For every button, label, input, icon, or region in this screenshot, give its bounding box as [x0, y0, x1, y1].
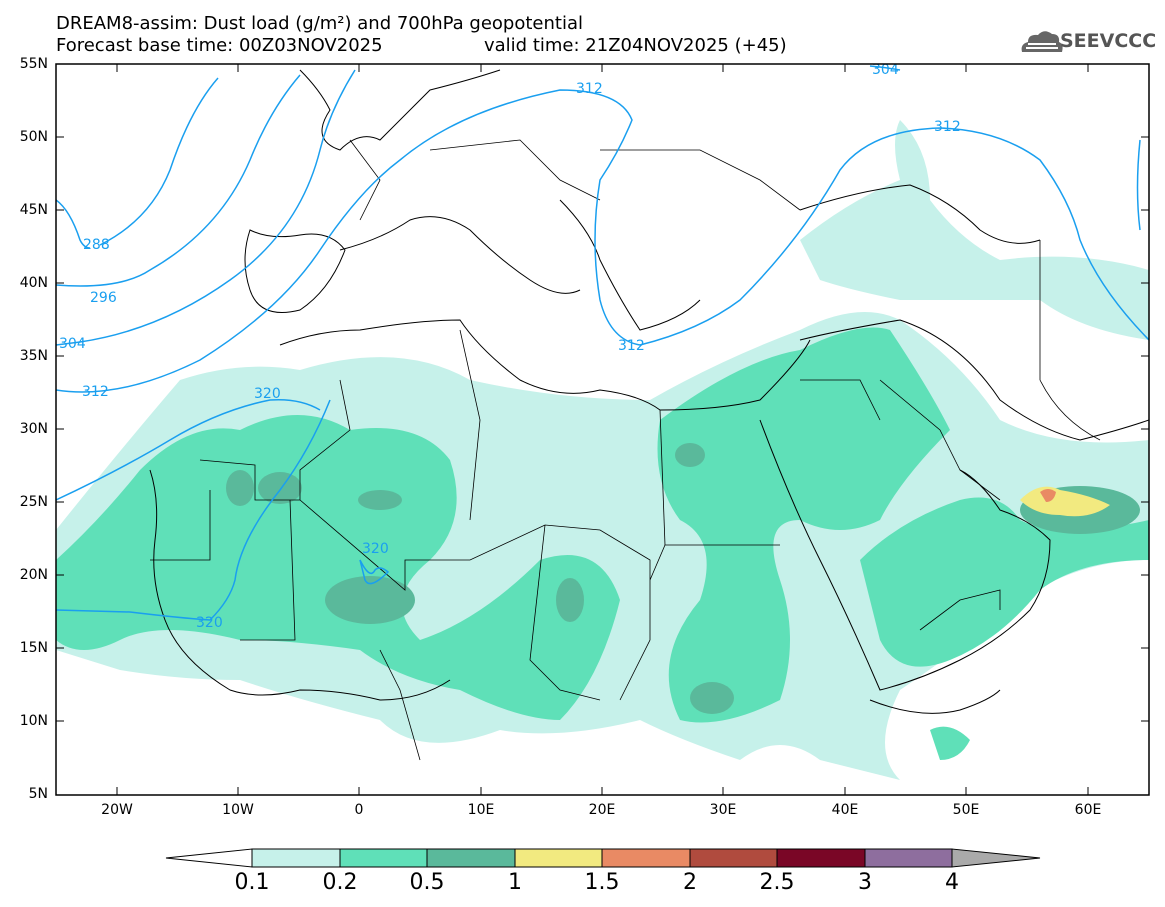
lat-label: 20N — [19, 567, 48, 583]
lat-label: 15N — [19, 640, 48, 656]
contour-label: 296 — [90, 290, 117, 306]
lon-label: 30E — [709, 802, 737, 818]
lon-label: 40E — [831, 802, 859, 818]
lat-label: 10N — [19, 713, 48, 729]
map-title: DREAM8-assim: Dust load (g/m²) and 700hP… — [56, 13, 583, 34]
lat-label: 5N — [28, 786, 48, 802]
lon-label: 20E — [588, 802, 616, 818]
lon-label: 60E — [1074, 802, 1102, 818]
lat-label: 35N — [19, 348, 48, 364]
colorbar-label: 2 — [683, 870, 697, 895]
contour-label: 312 — [576, 81, 603, 97]
colorbar-label: 0.5 — [409, 870, 445, 895]
colorbar-swatch — [601, 848, 691, 868]
colorbar-swatch — [689, 848, 778, 868]
lon-label: 0 — [354, 802, 364, 818]
dust-dense — [226, 443, 1140, 714]
lon-label: 10E — [467, 802, 495, 818]
valid-time: valid time: 21Z04NOV2025 (+45) — [484, 35, 787, 56]
lat-label: 40N — [19, 275, 48, 291]
lat-label: 45N — [19, 202, 48, 218]
colorbar — [165, 848, 1041, 868]
forecast-base-time: Forecast base time: 00Z03NOV2025 — [56, 35, 383, 56]
seevccc-logo-text: SEEVCCC — [1060, 30, 1157, 52]
colorbar-label: 2.5 — [759, 870, 795, 895]
lon-label: 10W — [222, 802, 254, 818]
colorbar-swatch — [864, 848, 953, 868]
geopotential-contours — [56, 65, 1149, 621]
colorbar-low-arrow — [165, 848, 253, 868]
contour-label: 312 — [934, 119, 961, 135]
colorbar-label: 0.1 — [234, 870, 270, 895]
country-borders — [150, 139, 1101, 761]
contour-label: 304 — [59, 336, 86, 352]
lat-label: 30N — [19, 421, 48, 437]
contour-labels: 288 296 304 312 320 312 312 304 320 320 … — [59, 62, 961, 631]
dust-medium — [56, 327, 1149, 760]
dust-peak — [1040, 489, 1056, 502]
lat-label: 50N — [19, 129, 48, 145]
colorbar-swatch — [514, 848, 603, 868]
colorbar-swatch — [776, 848, 866, 868]
contour-label: 320 — [362, 541, 389, 557]
contour-label: 304 — [872, 62, 899, 78]
axis-ticks — [56, 63, 1149, 796]
contour-label: 312 — [618, 338, 645, 354]
lon-label: 50E — [952, 802, 980, 818]
contour-label: 312 — [82, 384, 109, 400]
colorbar-swatch — [251, 848, 341, 868]
colorbar-label: 0.2 — [322, 870, 358, 895]
colorbar-label: 1 — [508, 870, 522, 895]
contour-label: 288 — [83, 237, 110, 253]
contour-label: 320 — [196, 615, 223, 631]
coastlines — [149, 69, 1149, 714]
contour-label: 320 — [254, 386, 281, 402]
colorbar-swatch — [426, 848, 516, 868]
colorbar-high-arrow — [951, 848, 1041, 868]
lat-label: 25N — [19, 494, 48, 510]
lon-label: 20W — [101, 802, 133, 818]
lat-label: 55N — [19, 56, 48, 72]
colorbar-label: 3 — [858, 870, 872, 895]
colorbar-label: 1.5 — [584, 870, 620, 895]
colorbar-label: 4 — [945, 870, 959, 895]
cloud-icon — [1021, 31, 1063, 52]
colorbar-swatch — [339, 848, 428, 868]
